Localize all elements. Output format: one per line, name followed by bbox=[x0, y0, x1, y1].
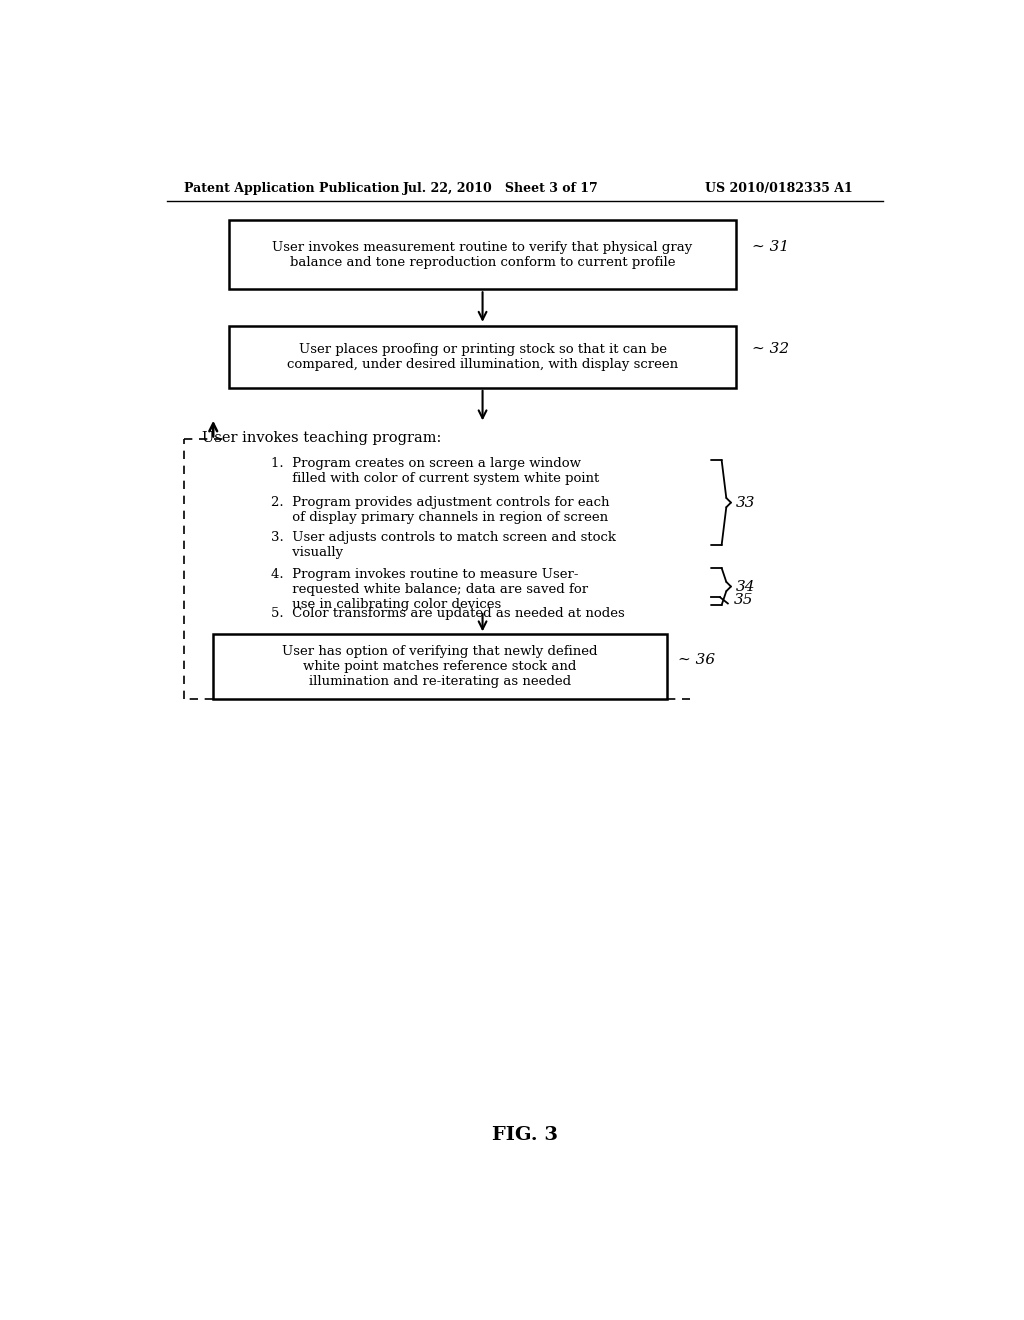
Text: US 2010/0182335 A1: US 2010/0182335 A1 bbox=[706, 182, 853, 194]
Text: ∼ 36: ∼ 36 bbox=[678, 653, 716, 668]
Text: 5.  Color transforms are updated as needed at nodes: 5. Color transforms are updated as neede… bbox=[271, 607, 625, 619]
Text: 2.  Program provides adjustment controls for each
     of display primary channe: 2. Program provides adjustment controls … bbox=[271, 496, 610, 524]
Text: FIG. 3: FIG. 3 bbox=[492, 1126, 558, 1143]
Text: ∼ 32: ∼ 32 bbox=[752, 342, 790, 356]
FancyBboxPatch shape bbox=[213, 635, 667, 700]
Text: ∼ 31: ∼ 31 bbox=[752, 240, 790, 253]
Text: 3.  User adjusts controls to match screen and stock
     visually: 3. User adjusts controls to match screen… bbox=[271, 531, 616, 560]
Text: Patent Application Publication: Patent Application Publication bbox=[183, 182, 399, 194]
Text: User has option of verifying that newly defined
white point matches reference st: User has option of verifying that newly … bbox=[283, 645, 598, 688]
Text: 35: 35 bbox=[734, 594, 754, 607]
FancyBboxPatch shape bbox=[228, 220, 736, 289]
Text: 1.  Program creates on screen a large window
     filled with color of current s: 1. Program creates on screen a large win… bbox=[271, 457, 600, 486]
Text: User invokes teaching program:: User invokes teaching program: bbox=[202, 432, 441, 445]
Text: User places proofing or printing stock so that it can be
compared, under desired: User places proofing or printing stock s… bbox=[287, 343, 678, 371]
Text: 4.  Program invokes routine to measure User-
     requested white balance; data : 4. Program invokes routine to measure Us… bbox=[271, 568, 589, 611]
Text: Jul. 22, 2010   Sheet 3 of 17: Jul. 22, 2010 Sheet 3 of 17 bbox=[403, 182, 599, 194]
Text: 33: 33 bbox=[735, 495, 755, 510]
Text: 34: 34 bbox=[735, 579, 755, 594]
Text: User invokes measurement routine to verify that physical gray
balance and tone r: User invokes measurement routine to veri… bbox=[272, 240, 692, 269]
FancyBboxPatch shape bbox=[228, 326, 736, 388]
